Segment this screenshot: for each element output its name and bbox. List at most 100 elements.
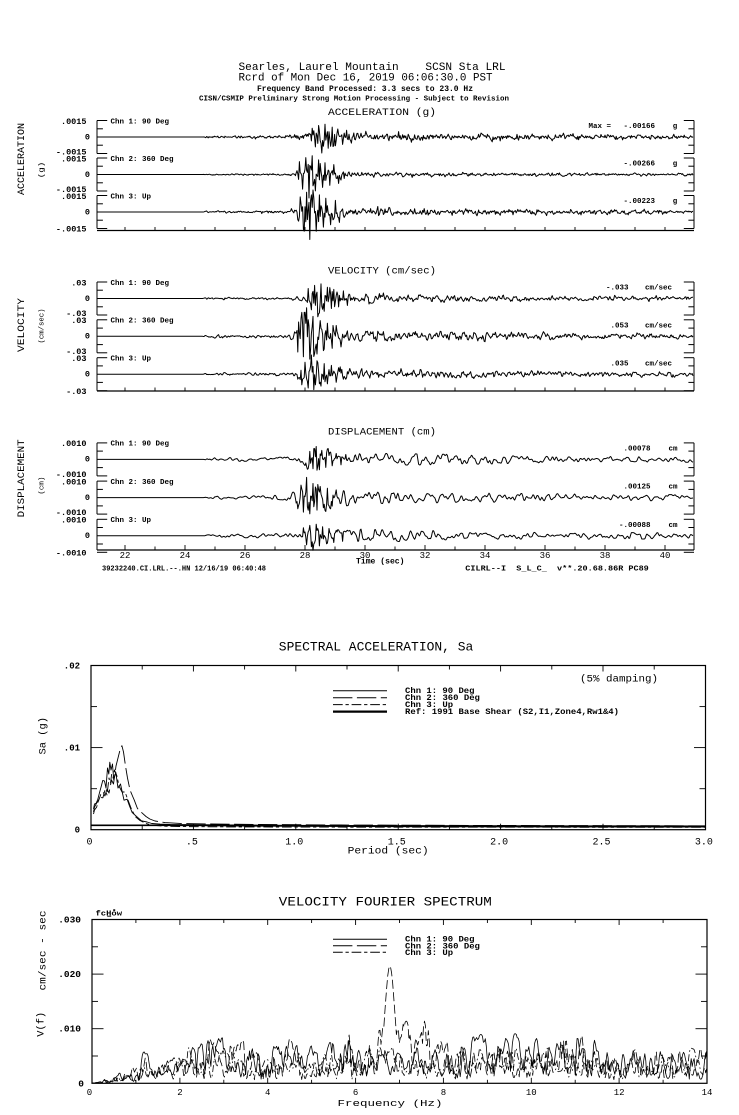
svg-text:cm/sec: cm/sec <box>645 285 672 293</box>
svg-text:0: 0 <box>85 207 90 217</box>
svg-text:V(f): V(f) <box>35 1012 47 1037</box>
svg-text:14: 14 <box>702 1088 713 1098</box>
svg-text:4: 4 <box>265 1088 270 1098</box>
svg-text:-.0010: -.0010 <box>56 470 87 480</box>
svg-text:-.00223: -.00223 <box>623 198 655 206</box>
svg-text:DISPLACEMENT: DISPLACEMENT <box>17 439 28 517</box>
svg-text:g: g <box>673 198 678 206</box>
svg-text:2: 2 <box>177 1088 182 1098</box>
svg-text:3.0: 3.0 <box>695 837 713 848</box>
svg-text:ACCELERATION: ACCELERATION <box>17 123 28 195</box>
svg-text:.0010: .0010 <box>61 439 87 449</box>
svg-text:Frequency (Hz): Frequency (Hz) <box>338 1098 443 1109</box>
svg-text:-.0010: -.0010 <box>56 548 87 558</box>
svg-text:2.5: 2.5 <box>592 837 610 848</box>
svg-text:8: 8 <box>441 1088 446 1098</box>
svg-text:36: 36 <box>540 551 551 561</box>
svg-text:(cm/sec): (cm/sec) <box>39 309 47 344</box>
svg-text:.053: .053 <box>610 322 629 330</box>
svg-text:Sa (g): Sa (g) <box>37 717 49 755</box>
svg-text:g: g <box>673 123 678 131</box>
svg-text:.03: .03 <box>71 316 86 326</box>
svg-text:1.5: 1.5 <box>388 837 406 848</box>
svg-text:.0015: .0015 <box>61 117 87 127</box>
svg-text:26: 26 <box>240 551 251 561</box>
svg-text:-.0010: -.0010 <box>56 508 87 518</box>
svg-text:Searles, Laurel Mountain SC: Searles, Laurel Mountain SCSN Sta LRL <box>239 62 506 74</box>
svg-text:(5% damping): (5% damping) <box>580 674 658 685</box>
svg-text:g: g <box>673 161 678 169</box>
svg-text:.5: .5 <box>186 837 198 848</box>
svg-text:0: 0 <box>85 332 90 342</box>
svg-text:-.0015: -.0015 <box>56 225 87 235</box>
svg-text:.0010: .0010 <box>61 477 87 487</box>
svg-text:.030: .030 <box>58 915 81 926</box>
svg-text:DISPLACEMENT (cm): DISPLACEMENT (cm) <box>328 427 436 439</box>
svg-text:0: 0 <box>85 370 90 380</box>
svg-text:40: 40 <box>660 551 671 561</box>
svg-text:cm: cm <box>669 484 679 492</box>
svg-text:30: 30 <box>360 551 371 561</box>
svg-text:-.0015: -.0015 <box>56 148 87 158</box>
svg-text:0: 0 <box>75 826 80 836</box>
svg-text:cm/sec - sec: cm/sec - sec <box>38 911 50 991</box>
svg-text:(g): (g) <box>39 162 47 179</box>
svg-text:.01: .01 <box>64 744 81 754</box>
svg-text:Chn 3: Up: Chn 3: Up <box>405 701 453 710</box>
svg-text:0: 0 <box>85 455 90 465</box>
svg-text:ACCELERATION (g): ACCELERATION (g) <box>328 107 436 119</box>
svg-text:-.00266: -.00266 <box>623 161 655 169</box>
svg-text:0: 0 <box>85 531 90 541</box>
svg-text:.010: .010 <box>58 1024 81 1035</box>
svg-text:VELOCITY: VELOCITY <box>17 298 28 352</box>
svg-text:24: 24 <box>180 551 191 561</box>
svg-text:.03: .03 <box>71 354 86 364</box>
svg-text:Chn 2: 360 Deg: Chn 2: 360 Deg <box>111 156 175 164</box>
svg-text:Time (sec): Time (sec) <box>356 558 405 567</box>
svg-text:.0015: .0015 <box>61 192 87 202</box>
svg-text:Ref: 1991 Base Shear (S2,I1,Zo: Ref: 1991 Base Shear (S2,I1,Zone4,Rw1&4) <box>405 708 619 717</box>
svg-text:.00125: .00125 <box>623 484 651 492</box>
svg-text:.035: .035 <box>610 360 629 368</box>
svg-text:cm: cm <box>669 522 679 530</box>
svg-text:.0010: .0010 <box>61 516 87 526</box>
svg-text:Chn 3: Up: Chn 3: Up <box>405 949 453 958</box>
svg-text:Chn 2: 360 Deg: Chn 2: 360 Deg <box>111 318 175 326</box>
svg-text:Chn 1: 90 Deg: Chn 1: 90 Deg <box>111 280 170 288</box>
svg-text:-.03: -.03 <box>66 387 86 397</box>
svg-text:34: 34 <box>480 551 491 561</box>
svg-text:Chn 1: 90 Deg: Chn 1: 90 Deg <box>405 936 475 945</box>
svg-text:.020: .020 <box>58 969 81 980</box>
svg-text:cm/sec: cm/sec <box>645 322 672 330</box>
svg-text:2.0: 2.0 <box>490 837 508 848</box>
svg-text:(cm): (cm) <box>39 477 47 495</box>
svg-text:10: 10 <box>526 1088 537 1098</box>
svg-text:Period (sec): Period (sec) <box>348 846 429 858</box>
svg-text:CISN/CSMIP Preliminary Strong: CISN/CSMIP Preliminary Strong Motion Pro… <box>199 96 509 104</box>
svg-text:0: 0 <box>78 1078 84 1089</box>
svg-text:-.03: -.03 <box>66 347 86 357</box>
svg-text:-.00166: -.00166 <box>623 123 655 131</box>
svg-text:.03: .03 <box>71 278 86 288</box>
svg-text:22: 22 <box>120 551 131 561</box>
svg-text:Chn 2: 360 Deg: Chn 2: 360 Deg <box>405 694 480 703</box>
svg-text:0: 0 <box>85 170 90 180</box>
svg-text:1.0: 1.0 <box>285 837 303 848</box>
svg-text:-.033: -.033 <box>606 285 629 293</box>
svg-text:Chn 2: 360 Deg: Chn 2: 360 Deg <box>405 942 480 951</box>
svg-text:0: 0 <box>87 1088 92 1098</box>
svg-text:0: 0 <box>85 294 90 304</box>
svg-text:0: 0 <box>86 837 92 848</box>
svg-text:12: 12 <box>614 1088 625 1098</box>
svg-text:cm/sec: cm/sec <box>645 360 672 368</box>
svg-text:Chn 1: 90 Deg: Chn 1: 90 Deg <box>111 441 170 449</box>
svg-text:Chn 3: Up: Chn 3: Up <box>111 356 152 364</box>
svg-text:Rcrd of Mon Dec 16, 2019 06:06: Rcrd of Mon Dec 16, 2019 06:06:30.0 PST <box>239 73 493 85</box>
svg-text:-.0015: -.0015 <box>56 185 87 195</box>
svg-text:Chn 3: Up: Chn 3: Up <box>111 193 152 201</box>
svg-text:CILRL--I S_L_C_ v**.20.68.86: CILRL--I S_L_C_ v**.20.68.86R PC89 <box>465 566 649 574</box>
svg-text:Frequency Band Processed: 3.3: Frequency Band Processed: 3.3 secs to 23… <box>257 85 473 94</box>
svg-text:Chn 2: 360 Deg: Chn 2: 360 Deg <box>111 479 175 487</box>
svg-text:32: 32 <box>420 551 431 561</box>
svg-text:SPECTRAL ACCELERATION, Sa: SPECTRAL ACCELERATION, Sa <box>279 640 474 655</box>
